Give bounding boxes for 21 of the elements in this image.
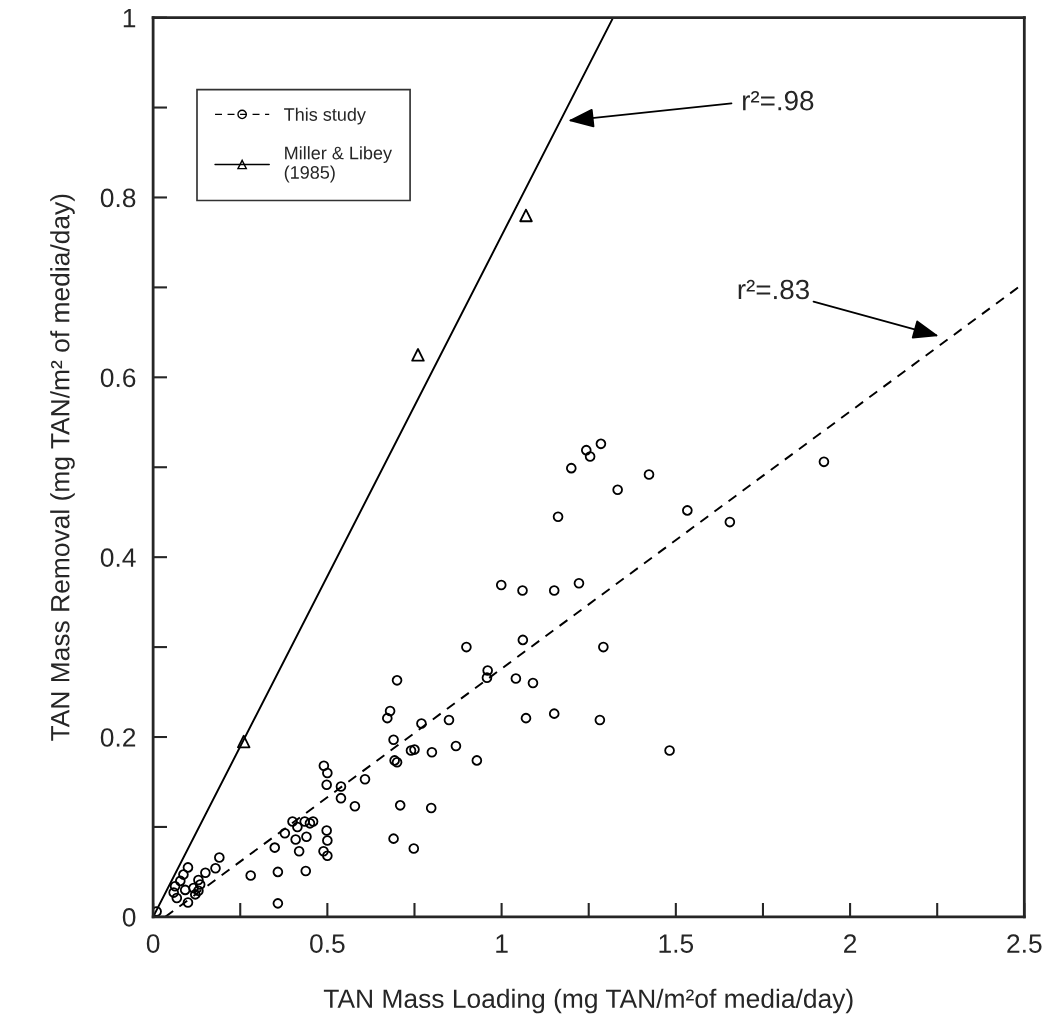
point	[237, 734, 251, 749]
x-tick-label: 0	[146, 934, 160, 953]
y-tick-label: 0.6	[100, 368, 136, 388]
x-tick-label: 2.5	[1007, 934, 1042, 953]
legend-label: This study	[284, 107, 366, 125]
legend-label: Miller & Libey (1985)	[284, 146, 392, 183]
x-tick-label: 1.5	[659, 934, 694, 953]
annotation: r²=.83	[738, 279, 809, 300]
point	[411, 348, 425, 362]
x-axis-title: TAN Mass Loading (mg TAN/m²of media/day)	[323, 988, 853, 1014]
y-axis-title: TAN Mass Removal (mg TAN/m² of media/day)	[50, 194, 75, 741]
y-tick-label: 1	[123, 9, 136, 28]
x-tick-label: 0.5	[310, 934, 345, 953]
y-tick-label: 0.8	[100, 188, 136, 208]
y-tick-label: 0.4	[100, 548, 136, 567]
y-tick-label: 0.2	[100, 728, 136, 747]
y-tick-label: 0	[122, 907, 136, 927]
x-tick-label: 1	[496, 934, 508, 953]
point	[519, 208, 533, 223]
annotation: r²=.98	[743, 90, 814, 111]
x-tick-label: 2	[844, 934, 857, 953]
